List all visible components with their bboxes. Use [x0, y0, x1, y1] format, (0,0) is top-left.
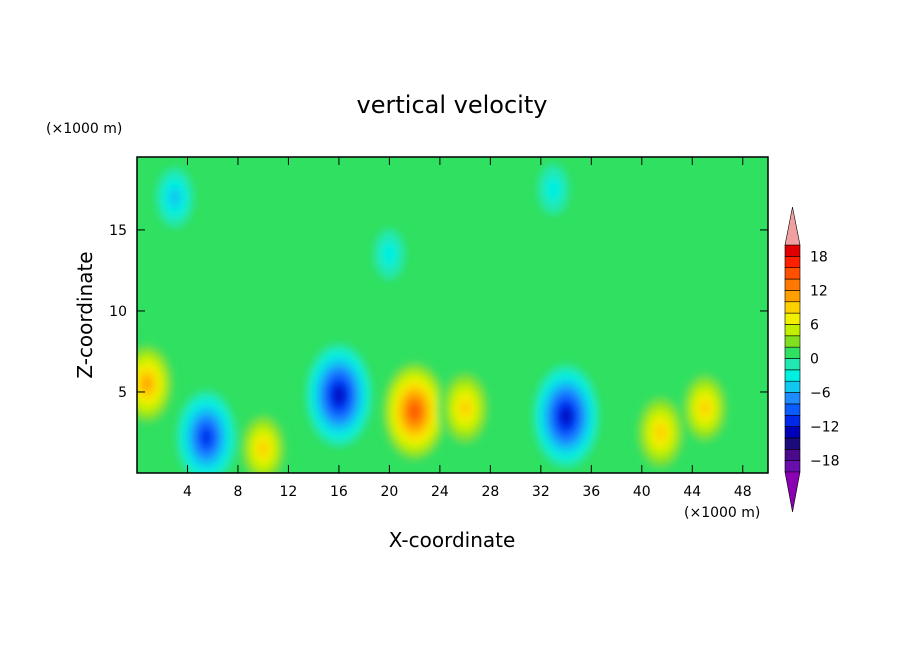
colorbar-swatch: [784, 290, 801, 303]
colorbar-over-triangle: [784, 206, 801, 246]
field-feature: [679, 368, 731, 448]
contour-band: [334, 387, 344, 403]
field-feature: [633, 390, 688, 473]
chart-title: vertical velocity: [357, 91, 548, 119]
colorbar-tick-label: 18: [810, 249, 828, 265]
field-feature: [155, 167, 194, 228]
x-tick-label: 16: [330, 484, 348, 500]
y-axis-label: Z-coordinate: [73, 251, 97, 378]
colorbar-swatch: [784, 426, 801, 439]
colorbar-swatch: [784, 335, 801, 348]
colorbar-tick-label: −18: [810, 454, 840, 470]
colorbar-swatch: [784, 301, 801, 314]
contour-band: [655, 424, 667, 441]
contour-band: [545, 176, 562, 203]
y-tick-label: 10: [109, 304, 127, 320]
contour-band: [410, 404, 420, 419]
colorbar-swatch: [784, 448, 801, 461]
field-feature: [237, 409, 289, 473]
x-tick-label: 4: [183, 484, 192, 500]
colorbar-swatch: [784, 380, 801, 393]
x-tick-label: 28: [481, 484, 499, 500]
x-axis-label: X-coordinate: [389, 528, 516, 552]
y-tick-label: 5: [118, 385, 127, 401]
contour-field: [137, 164, 731, 473]
x-tick-label: 8: [233, 484, 242, 500]
colorbar-swatch: [784, 358, 801, 371]
field-feature: [438, 366, 493, 451]
field-feature: [305, 343, 373, 447]
contour-band: [258, 440, 269, 457]
colorbar: 18 12 6 0 −6 −12 −18: [784, 206, 840, 513]
field-feature: [537, 164, 570, 215]
colorbar-swatch: [784, 414, 801, 427]
colorbar-swatch: [784, 312, 801, 325]
contour-band: [142, 376, 152, 392]
x-tick-label: 36: [582, 484, 600, 500]
x-axis: 4 8 12 16 20 24 28 32 36 40 44 48: [183, 157, 752, 500]
x-tick-label: 20: [380, 484, 398, 500]
x-tick-label: 44: [683, 484, 701, 500]
contour-band: [561, 408, 571, 424]
contour-band: [381, 241, 398, 267]
plot-frame: [136, 156, 769, 474]
x-tick-label: 40: [633, 484, 651, 500]
colorbar-swatch: [784, 369, 801, 382]
colorbar-swatch: [784, 403, 801, 416]
y-axis: 5 10 15: [109, 223, 768, 401]
colorbar-swatch: [784, 437, 801, 450]
colorbar-tick-label: 12: [810, 283, 828, 299]
x-tick-label: 12: [280, 484, 298, 500]
field-feature: [532, 364, 600, 468]
colorbar-swatch: [784, 324, 801, 337]
field-feature: [379, 357, 450, 466]
contour-band: [201, 429, 212, 446]
colorbar-swatch: [784, 460, 801, 473]
contour-band: [699, 400, 710, 417]
x-tick-label: 32: [532, 484, 550, 500]
field-feature: [373, 229, 406, 280]
x-tick-label: 24: [431, 484, 449, 500]
colorbar-under-triangle: [784, 471, 801, 513]
colorbar-swatch: [784, 278, 801, 291]
x-unit-label: (×1000 m): [684, 505, 760, 521]
colorbar-swatch: [784, 267, 801, 280]
colorbar-swatch: [784, 346, 801, 359]
y-unit-label: (×1000 m): [46, 121, 122, 137]
colorbar-swatch: [784, 392, 801, 405]
colorbar-tick-label: −12: [810, 420, 840, 436]
plot-area: [136, 156, 769, 474]
field-feature: [176, 390, 237, 473]
colorbar-swatch: [784, 256, 801, 269]
x-tick-label: 48: [734, 484, 752, 500]
colorbar-tick-label: 6: [810, 317, 819, 333]
colorbar-tick-label: −6: [810, 386, 831, 402]
colorbar-swatch: [784, 244, 801, 257]
field-feature: [137, 339, 176, 429]
contour-band: [459, 399, 471, 417]
contour-band: [168, 187, 182, 208]
colorbar-tick-label: 0: [810, 352, 819, 368]
y-tick-label: 15: [109, 223, 127, 239]
